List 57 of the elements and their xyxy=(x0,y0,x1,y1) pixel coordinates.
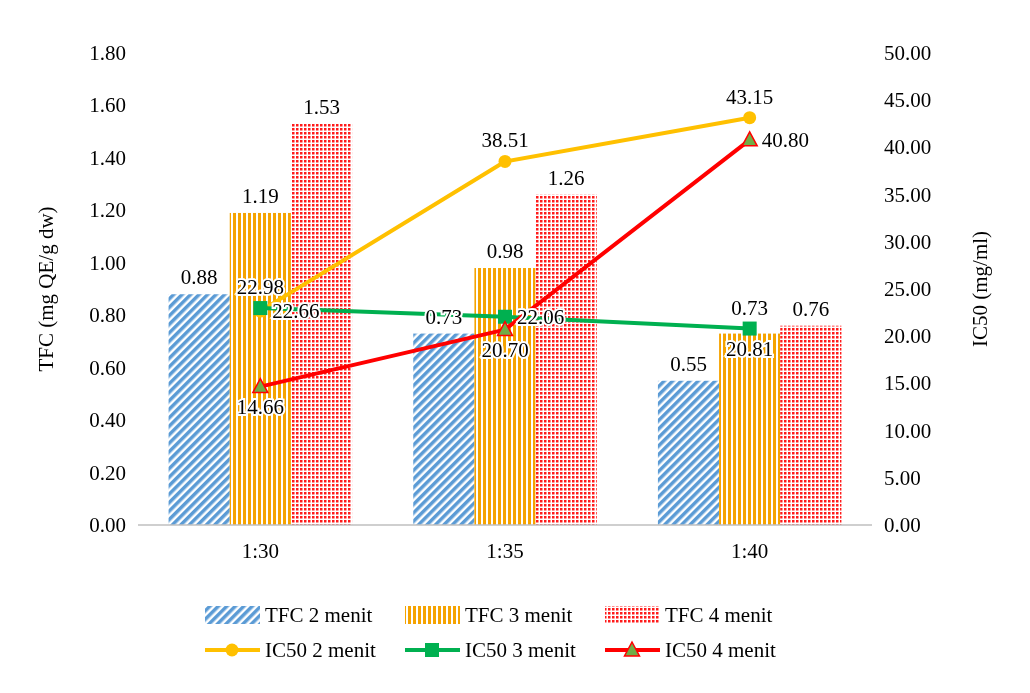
point xyxy=(742,321,757,336)
legend-label: TFC 4 menit xyxy=(665,603,773,627)
data-label: 38.51 xyxy=(481,128,529,153)
y-tick-label: 0.20 xyxy=(89,460,126,485)
data-label: 43.15 xyxy=(726,84,774,109)
legend-label: TFC 3 menit xyxy=(465,603,573,627)
y2-tick-label: 15.00 xyxy=(884,371,932,396)
legend-label: IC50 2 menit xyxy=(265,638,376,662)
y2-tick-label: 0.00 xyxy=(884,513,921,537)
point xyxy=(252,377,269,394)
bar xyxy=(168,294,230,525)
data-label: 0.98 xyxy=(486,239,524,264)
bar xyxy=(780,325,842,525)
y2-tick-label: 25.00 xyxy=(884,277,932,301)
x-tick-label: 1:40 xyxy=(730,539,769,563)
bar xyxy=(413,333,475,525)
y2-tick-label: 45.00 xyxy=(884,88,932,113)
y-tick-label: 1.40 xyxy=(89,145,126,170)
data-label: 22.66 xyxy=(272,299,320,324)
y2-axis-title: IC50 (mg/ml) xyxy=(968,230,992,348)
data-label: 0.76 xyxy=(792,296,830,321)
x-tick-label: 1:35 xyxy=(486,539,524,563)
data-label: 0.88 xyxy=(180,265,218,290)
point xyxy=(498,154,512,168)
point xyxy=(743,111,757,125)
point xyxy=(496,320,514,337)
data-label: 1.19 xyxy=(241,183,279,208)
y2-tick-label: 10.00 xyxy=(884,418,932,443)
legend-label: IC50 3 menit xyxy=(465,638,576,662)
y-axis-title: TFC (mg QE/g dw) xyxy=(34,206,58,372)
x-tick-label: 1:30 xyxy=(241,539,280,563)
bar xyxy=(719,333,781,525)
y2-tick-label: 30.00 xyxy=(884,229,932,254)
y2-tick-label: 50.00 xyxy=(884,41,932,65)
y-tick-label: 1.60 xyxy=(89,93,126,118)
y-tick-label: 0.60 xyxy=(89,355,126,380)
legend-label: IC50 4 menit xyxy=(665,638,776,662)
y2-tick-label: 5.00 xyxy=(884,465,921,490)
data-label: 1.53 xyxy=(303,94,340,119)
y-tick-label: 1.00 xyxy=(89,250,126,275)
data-label: 0.55 xyxy=(670,351,707,376)
y-tick-label: 0.40 xyxy=(89,408,126,433)
data-label: 0.73 xyxy=(731,295,769,320)
point xyxy=(741,131,758,147)
y2-tick-label: 35.00 xyxy=(884,182,932,207)
data-label: 40.80 xyxy=(761,127,809,152)
y-tick-label: 1.80 xyxy=(89,41,126,65)
data-label: 1.26 xyxy=(547,165,585,190)
y2-tick-label: 40.00 xyxy=(884,135,932,160)
y-tick-label: 1.20 xyxy=(89,198,126,223)
point xyxy=(498,309,512,324)
bar xyxy=(657,380,720,525)
y-tick-label: 0.00 xyxy=(89,513,126,537)
data-label: 22.06 xyxy=(517,304,565,329)
y-tick-label: 0.80 xyxy=(89,303,126,328)
legend-label: TFC 2 menit xyxy=(265,603,373,627)
y2-tick-label: 20.00 xyxy=(884,324,932,349)
